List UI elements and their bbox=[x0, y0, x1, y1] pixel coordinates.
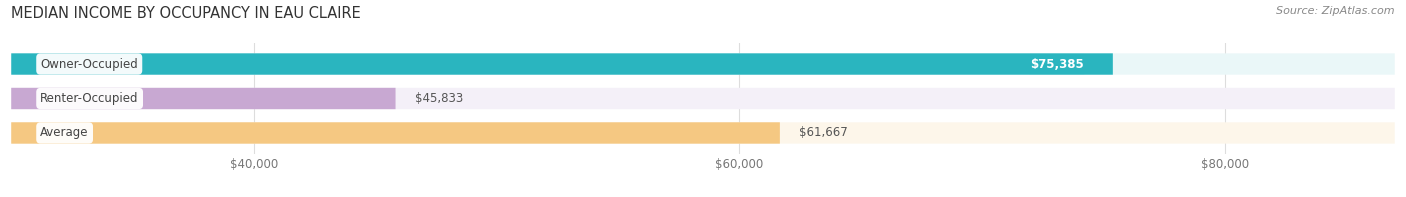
Text: Average: Average bbox=[41, 126, 89, 139]
Text: $45,833: $45,833 bbox=[415, 92, 463, 105]
Text: $61,667: $61,667 bbox=[799, 126, 848, 139]
Text: $75,385: $75,385 bbox=[1031, 58, 1084, 71]
FancyBboxPatch shape bbox=[11, 122, 780, 144]
FancyBboxPatch shape bbox=[11, 53, 1395, 75]
FancyBboxPatch shape bbox=[11, 88, 395, 109]
Text: Source: ZipAtlas.com: Source: ZipAtlas.com bbox=[1277, 6, 1395, 16]
Text: MEDIAN INCOME BY OCCUPANCY IN EAU CLAIRE: MEDIAN INCOME BY OCCUPANCY IN EAU CLAIRE bbox=[11, 6, 361, 21]
FancyBboxPatch shape bbox=[11, 53, 1112, 75]
Text: Owner-Occupied: Owner-Occupied bbox=[41, 58, 138, 71]
Text: Renter-Occupied: Renter-Occupied bbox=[41, 92, 139, 105]
FancyBboxPatch shape bbox=[11, 88, 1395, 109]
FancyBboxPatch shape bbox=[11, 122, 1395, 144]
